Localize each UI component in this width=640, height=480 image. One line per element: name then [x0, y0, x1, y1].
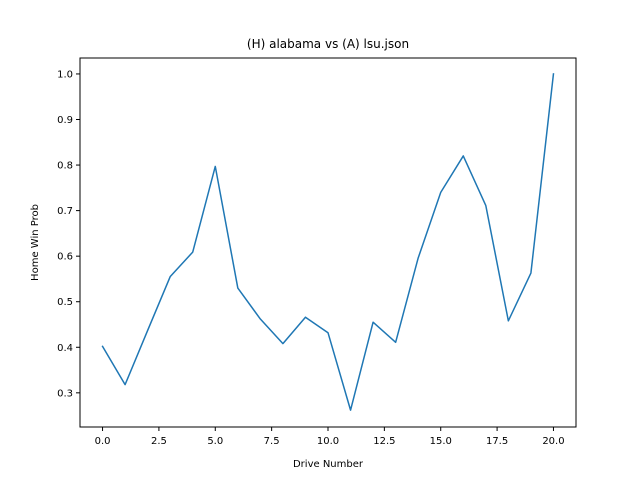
y-tick-label: 0.7: [57, 206, 73, 217]
x-tick-label: 20.0: [542, 436, 564, 447]
y-tick-label: 0.5: [57, 297, 73, 308]
y-tick-label: 0.4: [57, 343, 73, 354]
y-tick-label: 0.3: [57, 388, 73, 399]
x-tick-label: 2.5: [151, 436, 167, 447]
x-tick-label: 12.5: [373, 436, 395, 447]
y-ticks: 0.3 0.4 0.5 0.6 0.7 0.8 0.9 1.0: [57, 69, 80, 399]
x-ticks: 0.0 2.5 5.0 7.5 10.0 12.5 15.0 17.5 20.0: [95, 427, 565, 447]
series-group: [101, 73, 555, 411]
y-tick-label: 0.6: [57, 252, 73, 263]
x-tick-label: 7.5: [264, 436, 280, 447]
x-tick-label: 15.0: [430, 436, 452, 447]
chart-title: (H) alabama vs (A) lsu.json: [247, 37, 409, 51]
plot-frame: [79, 57, 577, 428]
x-tick-label: 10.0: [317, 436, 339, 447]
x-tick-label: 0.0: [95, 436, 111, 447]
x-tick-label: 17.5: [486, 436, 508, 447]
x-tick-label: 5.0: [207, 436, 223, 447]
y-tick-label: 0.9: [57, 115, 73, 126]
x-axis-label: Drive Number: [293, 459, 364, 470]
y-tick-label: 0.8: [57, 161, 73, 172]
y-axis-label: Home Win Prob: [30, 204, 41, 281]
y-tick-label: 1.0: [57, 69, 73, 80]
